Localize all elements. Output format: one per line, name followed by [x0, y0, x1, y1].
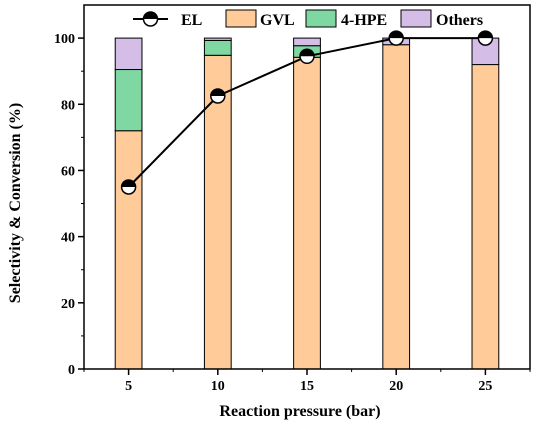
- legend-gvl-swatch: [225, 9, 257, 28]
- y-tick-label-0: 0: [68, 363, 75, 378]
- bar-gvl-10: [203, 54, 232, 370]
- bar-4hpe-10: [203, 39, 232, 56]
- bars-layer: [114, 37, 500, 370]
- point-el-fill: [478, 31, 493, 39]
- legend-others-swatch: [400, 9, 432, 28]
- bar-gvl-5: [114, 130, 143, 370]
- bar-4hpe-5: [114, 69, 143, 132]
- legend-4hpe-label: 4-HPE: [341, 12, 387, 29]
- legend: EL GVL 4-HPE Others: [133, 9, 483, 29]
- line-layer: [120, 30, 494, 195]
- x-tick-label-25: 25: [478, 379, 492, 394]
- point-el-15: [299, 48, 315, 65]
- bar-gvl-20: [382, 44, 411, 370]
- point-el-fill: [389, 31, 404, 39]
- point-el-10: [210, 88, 226, 104]
- ticks-layer: 0 20 40 60 80 100 5 10 15 20 25: [54, 32, 531, 394]
- legend-gvl-label: GVL: [260, 12, 295, 29]
- legend-el-marker: [142, 11, 159, 27]
- point-el-fill: [121, 180, 136, 187]
- bar-others-10: [203, 37, 232, 41]
- bar-others-5: [114, 37, 143, 71]
- bar-gvl-15: [293, 56, 321, 370]
- x-tick-label-10: 10: [211, 379, 225, 394]
- legend-el-label: EL: [181, 12, 202, 29]
- x-tick-label-15: 15: [300, 379, 314, 394]
- point-el-25: [477, 30, 494, 46]
- point-el-20: [388, 30, 404, 46]
- y-axis-title: Selectivity & Conversion (%): [7, 103, 24, 303]
- bar-gvl-25: [471, 64, 500, 370]
- y-tick-label-20: 20: [61, 297, 75, 312]
- x-axis-title: Reaction pressure (bar): [219, 403, 380, 420]
- y-tick-label-100: 100: [54, 32, 75, 47]
- legend-others-label: Others: [436, 12, 483, 29]
- point-el-fill: [210, 89, 225, 96]
- point-el-fill: [300, 49, 314, 57]
- y-tick-label-40: 40: [61, 231, 75, 246]
- x-tick-label-5: 5: [125, 379, 132, 394]
- legend-4hpe-swatch: [305, 9, 337, 28]
- y-tick-label-80: 80: [61, 98, 75, 113]
- point-el-5: [120, 179, 137, 195]
- y-tick-label-60: 60: [61, 164, 75, 179]
- x-tick-label-20: 20: [389, 379, 403, 394]
- bar-others-15: [293, 37, 321, 47]
